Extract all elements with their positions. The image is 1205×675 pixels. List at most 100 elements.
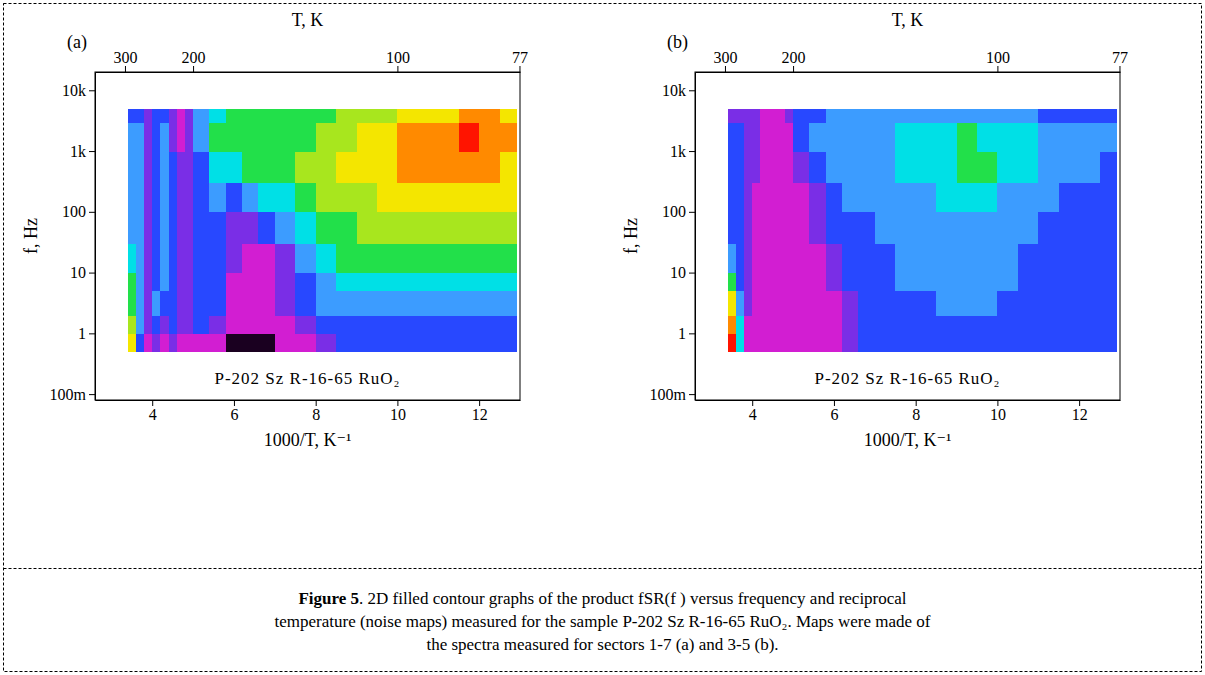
heatmap-cell <box>728 291 737 316</box>
heatmap-cell <box>128 183 137 213</box>
heatmap-cell <box>397 333 418 352</box>
heatmap-cell <box>295 291 316 316</box>
heatmap-cell <box>760 244 769 274</box>
heatmap-cell <box>769 122 778 152</box>
heatmap-cell <box>1018 333 1039 352</box>
caption-separator <box>4 568 1202 569</box>
heatmap-cell <box>760 151 769 183</box>
heatmap-cell <box>736 109 745 123</box>
heatmap-cell <box>275 151 296 183</box>
heatmap-cell <box>736 291 745 316</box>
x-axis-line <box>96 400 521 401</box>
heatmap-cell <box>193 122 210 152</box>
heatmap-cell <box>169 244 178 274</box>
heatmap-cell <box>479 291 500 316</box>
heatmap-cell <box>736 151 745 183</box>
heatmap-cell <box>438 183 459 213</box>
heatmap-cell <box>336 183 357 213</box>
heatmap-cell <box>397 315 418 334</box>
heatmap-cell <box>1100 212 1117 244</box>
y-tick-mark <box>89 151 95 152</box>
heatmap-cell <box>1059 273 1080 292</box>
heatmap-cell <box>785 183 794 213</box>
heatmap-cell <box>479 109 500 123</box>
x2-tick: 77 <box>1112 49 1128 72</box>
heatmap-cell <box>977 273 998 292</box>
heatmap-cell <box>479 333 500 352</box>
heatmap-cell <box>997 122 1018 152</box>
heatmap-cell <box>193 109 210 123</box>
heatmap-cell <box>136 109 145 123</box>
heatmap-cell <box>397 122 418 152</box>
heatmap-cell <box>1038 273 1059 292</box>
heatmap-cell <box>209 244 226 274</box>
heatmap-cell <box>826 333 843 352</box>
heatmap-cell <box>916 183 937 213</box>
heatmap-cell <box>226 109 243 123</box>
heatmap-cell <box>957 151 978 183</box>
heatmap-cell <box>479 315 500 334</box>
x-tick-label: 8 <box>312 406 320 423</box>
heatmap-cell <box>997 291 1018 316</box>
heatmap-cell <box>459 315 480 334</box>
x-tick-mark <box>152 400 153 406</box>
heatmap-cell <box>209 315 226 334</box>
y-tick-mark <box>689 212 695 213</box>
heatmap-cell <box>936 291 957 316</box>
x-tick-mark <box>234 400 235 406</box>
y-axis: 100m1101001k10k <box>50 73 96 403</box>
caption-line: temperature (noise maps) measured for th… <box>275 612 931 631</box>
figure: 468101230020010077100m1101001k10k1000/T,… <box>0 0 1205 675</box>
heatmap-cell <box>826 109 843 123</box>
x-tick-label: 12 <box>1072 406 1088 423</box>
heatmap-cell <box>875 122 896 152</box>
heatmap-cell <box>1018 244 1039 274</box>
heatmap-cell <box>842 273 859 292</box>
heatmap-cell <box>809 151 826 183</box>
heatmap-cell <box>185 273 194 292</box>
heatmap-cell <box>144 212 153 244</box>
heatmap-cell <box>357 151 378 183</box>
heatmap-cell <box>459 109 480 123</box>
heatmap-cell <box>144 333 153 352</box>
heatmap-cell <box>136 333 145 352</box>
y-tick-label: 100 <box>662 203 686 220</box>
heatmap-cell <box>785 151 794 183</box>
heatmap-cell <box>226 122 243 152</box>
heatmap-cell <box>760 183 769 213</box>
heatmap-cell <box>736 244 745 274</box>
heatmap-cell <box>438 109 459 123</box>
x2-tick: 200 <box>782 49 806 72</box>
heatmap-cell <box>936 122 957 152</box>
heatmap-cell <box>128 273 137 292</box>
heatmap-cell <box>275 183 296 213</box>
y-tick: 100m <box>50 386 95 403</box>
heatmap-cell <box>177 333 186 352</box>
heatmap-cell <box>397 273 418 292</box>
heatmap-cell <box>500 333 517 352</box>
caption: Figure 5. 2D filled contour graphs of th… <box>275 589 931 654</box>
heatmap-cell <box>916 212 937 244</box>
heatmap-cell <box>1079 122 1100 152</box>
heatmap-cell <box>377 109 398 123</box>
heatmap-cell <box>185 244 194 274</box>
heatmap-cell <box>128 291 137 316</box>
y-tick-label: 100m <box>650 386 687 403</box>
heatmap-cell <box>916 273 937 292</box>
heatmap-cell <box>459 333 480 352</box>
heatmap-cell <box>397 151 418 183</box>
x2-tick: 77 <box>512 49 528 72</box>
heatmap-cell <box>357 244 378 274</box>
heatmap-cell <box>858 212 875 244</box>
heatmap-cell <box>997 315 1018 334</box>
heatmap-cell <box>826 183 843 213</box>
y-tick-mark <box>689 333 695 334</box>
heatmap-cell <box>777 212 786 244</box>
heatmap-cell <box>977 183 998 213</box>
heatmap-cell <box>357 109 378 123</box>
heatmap-cell <box>209 122 226 152</box>
annotation-background <box>810 367 1004 390</box>
y-tick-label: 1 <box>678 325 686 342</box>
heatmap-cell <box>169 291 178 316</box>
heatmap-cell <box>152 333 161 352</box>
